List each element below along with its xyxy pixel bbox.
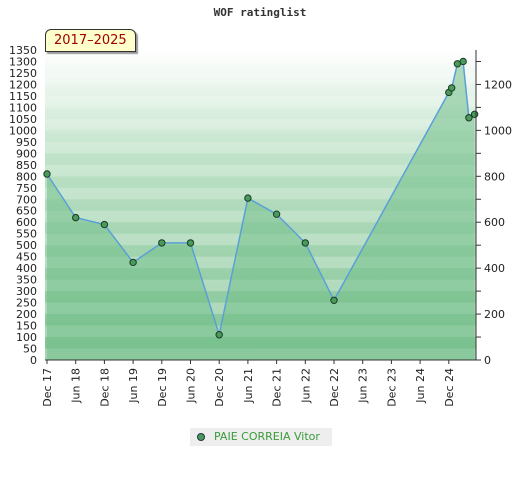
left-y-tick-label: 250: [16, 297, 37, 310]
band: [45, 187, 476, 200]
left-y-tick-label: 1250: [9, 67, 37, 80]
x-tick-label: Dec 22: [328, 368, 341, 407]
x-tick-label: Jun 18: [70, 368, 83, 404]
band: [45, 95, 476, 108]
left-y-tick-label: 800: [16, 170, 37, 183]
left-y-tick-label: 1050: [9, 113, 37, 126]
data-point: [447, 84, 456, 92]
band: [45, 141, 476, 154]
data-point: [215, 331, 223, 339]
left-y-tick-label: 0: [30, 354, 37, 367]
series-area: [47, 61, 475, 360]
right-y-tick-label: 200: [484, 308, 505, 321]
data-point: [301, 239, 309, 247]
x-tick-label: Jun 20: [185, 368, 198, 404]
data-point: [43, 170, 51, 178]
right-y-tick-label: 1000: [484, 124, 512, 137]
left-y-tick-label: 150: [16, 320, 37, 333]
chart-title: WOF ratinglist: [214, 6, 307, 19]
right-y-tick-label: 1200: [484, 78, 512, 91]
x-tick-label: Dec 20: [213, 368, 226, 407]
band: [45, 164, 476, 177]
right-y-tick-label: 0: [484, 354, 491, 367]
left-y-tick-label: 850: [16, 159, 37, 172]
legend-marker: [197, 433, 205, 441]
right-y-tick-label: 800: [484, 170, 505, 183]
left-y-tick-label: 1300: [9, 55, 37, 68]
x-tick-label: Dec 21: [271, 368, 284, 407]
data-point: [72, 213, 80, 222]
left-y-tick-label: 500: [16, 239, 37, 252]
data-point: [470, 110, 479, 118]
left-y-tick-label: 550: [16, 228, 37, 241]
series-markers: [43, 57, 479, 339]
left-y-tick-label: 1200: [9, 78, 37, 91]
x-tick-label: Jun 19: [127, 368, 140, 404]
left-y-tick-label: 1100: [9, 101, 37, 114]
left-y-tick-label: 1350: [9, 44, 37, 57]
left-y-tick-label: 950: [16, 136, 37, 149]
left-y-tick-label: 450: [16, 251, 37, 264]
x-tick-label: Jun 21: [242, 368, 255, 404]
left-y-tick-label: 400: [16, 262, 37, 275]
x-tick-label: Dec 24: [443, 368, 456, 407]
x-tick-label: Jun 22: [299, 368, 312, 404]
left-y-tick-label: 650: [16, 205, 37, 218]
left-y-tick-label: 750: [16, 182, 37, 195]
data-point: [272, 210, 281, 218]
data-point: [158, 239, 166, 247]
left-y-tick-label: 1150: [9, 90, 37, 103]
x-tick-label: Jun 24: [414, 368, 427, 404]
band: [45, 118, 476, 131]
left-y-tick-label: 700: [16, 193, 37, 206]
data-point: [129, 258, 137, 267]
x-tick-label: Dec 19: [156, 368, 169, 407]
left-y-axis: 1350130012501200115011001050100095090085…: [9, 44, 37, 367]
left-y-tick-label: 900: [16, 147, 37, 160]
data-point: [459, 57, 467, 66]
right-y-axis: 1200 1000 800 600 400 200 0: [475, 50, 512, 367]
left-y-tick-label: 100: [16, 331, 37, 344]
data-point: [330, 296, 338, 304]
legend-label: PAIE CORREIA Vitor: [214, 430, 320, 443]
x-tick-label: Dec 18: [98, 368, 111, 407]
x-tick-label: Jun 23: [357, 368, 370, 404]
date-range-box: 2017–2025: [45, 29, 136, 52]
data-point: [100, 220, 109, 229]
band: [45, 72, 476, 85]
data-point: [244, 194, 252, 202]
legend: PAIE CORREIA Vitor: [190, 428, 332, 446]
left-y-tick-label: 300: [16, 285, 37, 298]
data-point: [186, 239, 195, 247]
right-y-tick-label: 600: [484, 216, 505, 229]
left-y-tick-label: 350: [16, 274, 37, 287]
right-y-tick-label: 400: [484, 262, 505, 275]
x-tick-label: Dec 23: [385, 368, 398, 407]
left-y-tick-label: 200: [16, 308, 37, 321]
left-y-tick-label: 50: [23, 343, 37, 356]
band: [45, 50, 476, 62]
x-axis: Dec 17 Jun 18 Dec 18 Jun 19 Dec 19 Jun 20 Dec …: [41, 359, 476, 407]
left-y-tick-label: 1000: [9, 124, 37, 137]
x-tick-label: Dec 17: [41, 368, 54, 407]
left-y-tick-label: 600: [16, 216, 37, 229]
data-point: [465, 114, 473, 122]
